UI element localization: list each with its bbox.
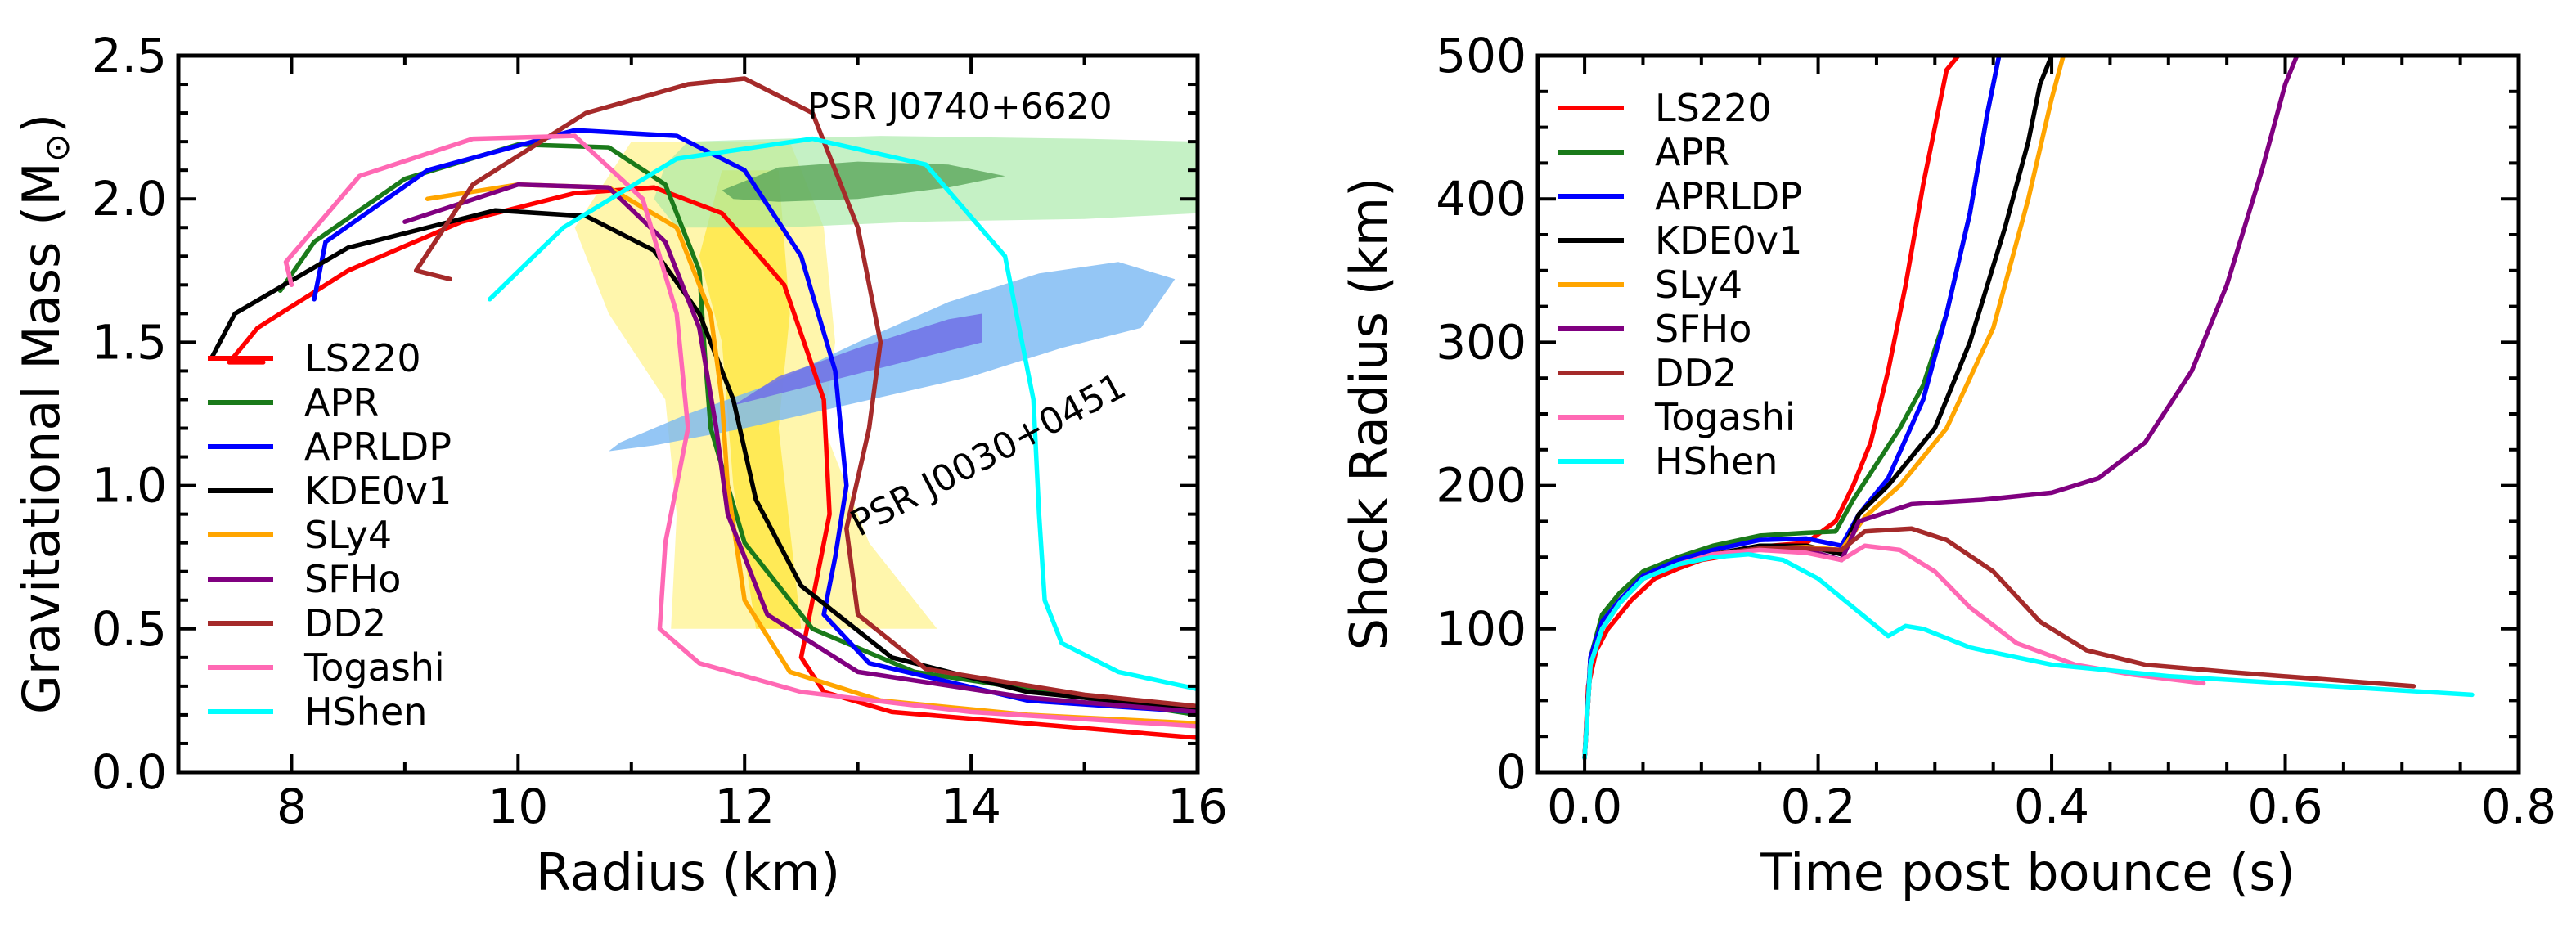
left-tick-labels: 8 10 12 14 16 0.0 0.5 1.0 1.5 2.0 2.5 (92, 28, 1228, 834)
legend-item-aprldp: APRLDP (208, 425, 452, 469)
legend-label: SLy4 (1655, 263, 1742, 307)
x-tick-label: 0.4 (2014, 779, 2089, 834)
x-tick-label: 0.8 (2481, 779, 2556, 834)
legend-label: HShen (304, 690, 427, 734)
legend-label: KDE0v1 (1655, 218, 1802, 263)
legend-item-hshen: HShen (1558, 439, 1778, 483)
series-line-hshen (487, 136, 1198, 692)
legend-item-ls220: LS220 (208, 336, 421, 380)
series-line-kde0v1 (209, 208, 1198, 712)
series-line-sfho (402, 182, 1198, 715)
region-psr-j0030-inner (733, 313, 982, 406)
y-tick-label: 200 (1436, 458, 1526, 514)
y-tick-label: 2.5 (92, 28, 167, 83)
right-x-axis-label: Time post bounce (s) (1760, 842, 2295, 902)
x-tick-label: 14 (941, 779, 1001, 834)
left-y-label-close: ) (11, 114, 71, 133)
legend-item-sly4: SLy4 (208, 513, 392, 557)
legend-label: LS220 (304, 336, 421, 380)
series-line-hshen (1582, 551, 2475, 761)
legend-item-kde0v1: KDE0v1 (208, 469, 452, 513)
left-y-label-sub: ⊙ (37, 133, 77, 162)
legend-item-sfho: SFHo (208, 557, 401, 601)
legend-item-dd2: DD2 (1558, 351, 1737, 395)
legend-item-togashi: Togashi (1558, 395, 1796, 439)
legend-label: SFHo (1655, 307, 1751, 351)
series-line-togashi (1582, 543, 2206, 761)
series-line-dd2 (1582, 526, 2416, 761)
x-tick-label: 16 (1167, 779, 1228, 834)
x-tick-label: 0.6 (2247, 779, 2322, 834)
legend-label: DD2 (304, 601, 386, 645)
y-tick-label: 500 (1436, 28, 1526, 83)
y-tick-label: 300 (1436, 314, 1526, 370)
legend-label: DD2 (1655, 351, 1737, 395)
legend-item-sly4: SLy4 (1558, 263, 1742, 307)
x-tick-label: 0.0 (1547, 779, 1622, 834)
x-tick-label: 10 (488, 779, 548, 834)
series-line-aprldp (1582, 56, 2002, 761)
legend-label: APR (1655, 130, 1729, 174)
left-y-label-main: Gravitational Mass (M (11, 162, 71, 714)
y-tick-label: 0.0 (92, 744, 167, 800)
legend-label: LS220 (1655, 86, 1772, 130)
series-line-togashi (283, 133, 1198, 729)
left-x-axis-label: Radius (km) (536, 842, 840, 902)
mass-radius-panel: 8 10 12 14 16 0.0 0.5 1.0 1.5 2.0 2.5 PSR J0740+66… (11, 28, 1228, 902)
right-y-axis-label: Shock Radius (km) (1339, 177, 1399, 651)
legend-label: SLy4 (304, 513, 392, 557)
legend-label: HShen (1655, 439, 1778, 483)
legend-item-sfho: SFHo (1558, 307, 1751, 351)
y-tick-label: 1.5 (92, 314, 167, 370)
legend-item-dd2: DD2 (208, 601, 386, 645)
right-tick-labels: 0.0 0.2 0.4 0.6 0.8 0 100 200 300 400 500 (1436, 28, 2556, 834)
y-tick-label: 0 (1496, 744, 1526, 800)
right-axes-frame (1535, 53, 2521, 775)
y-tick-label: 0.5 (92, 601, 167, 657)
annotation-psr-j0740-6620: PSR J0740+6620 (807, 86, 1113, 128)
legend-item-apr: APR (208, 380, 379, 425)
legend-item-togashi: Togashi (208, 645, 445, 690)
legend-item-aprldp: APRLDP (1558, 174, 1802, 218)
left-axes-frame (176, 53, 1200, 775)
legend-label: APR (304, 380, 379, 425)
legend-label: KDE0v1 (304, 469, 452, 513)
legend-item-apr: APR (1558, 130, 1729, 174)
y-tick-label: 1.0 (92, 458, 167, 514)
mass-radius-curves (209, 76, 1198, 740)
y-tick-label: 2.0 (92, 171, 167, 227)
x-tick-label: 12 (714, 779, 775, 834)
series-line-dd2 (413, 76, 1198, 709)
right-legend: LS220APRAPRLDPKDE0v1SLy4SFHoDD2TogashiHS… (1558, 86, 1802, 483)
x-tick-label: 0.2 (1780, 779, 1855, 834)
left-y-axis-label: Gravitational Mass (M⊙) (11, 114, 77, 714)
legend-label: APRLDP (304, 425, 452, 469)
legend-label: Togashi (303, 645, 445, 690)
left-legend: LS220APRAPRLDPKDE0v1SLy4SFHoDD2TogashiHS… (208, 336, 452, 734)
x-tick-label: 8 (276, 779, 307, 834)
legend-item-ls220: LS220 (1558, 86, 1772, 130)
legend-label: APRLDP (1655, 174, 1802, 218)
shock-radius-curves (1582, 56, 2475, 761)
legend-label: Togashi (1654, 395, 1796, 439)
series-line-aprldp (312, 128, 1198, 715)
y-tick-label: 100 (1436, 601, 1526, 657)
legend-label: SFHo (304, 557, 401, 601)
legend-item-hshen: HShen (208, 690, 427, 734)
series-line-apr (277, 142, 1198, 717)
y-tick-label: 400 (1436, 171, 1526, 227)
legend-item-kde0v1: KDE0v1 (1558, 218, 1802, 263)
